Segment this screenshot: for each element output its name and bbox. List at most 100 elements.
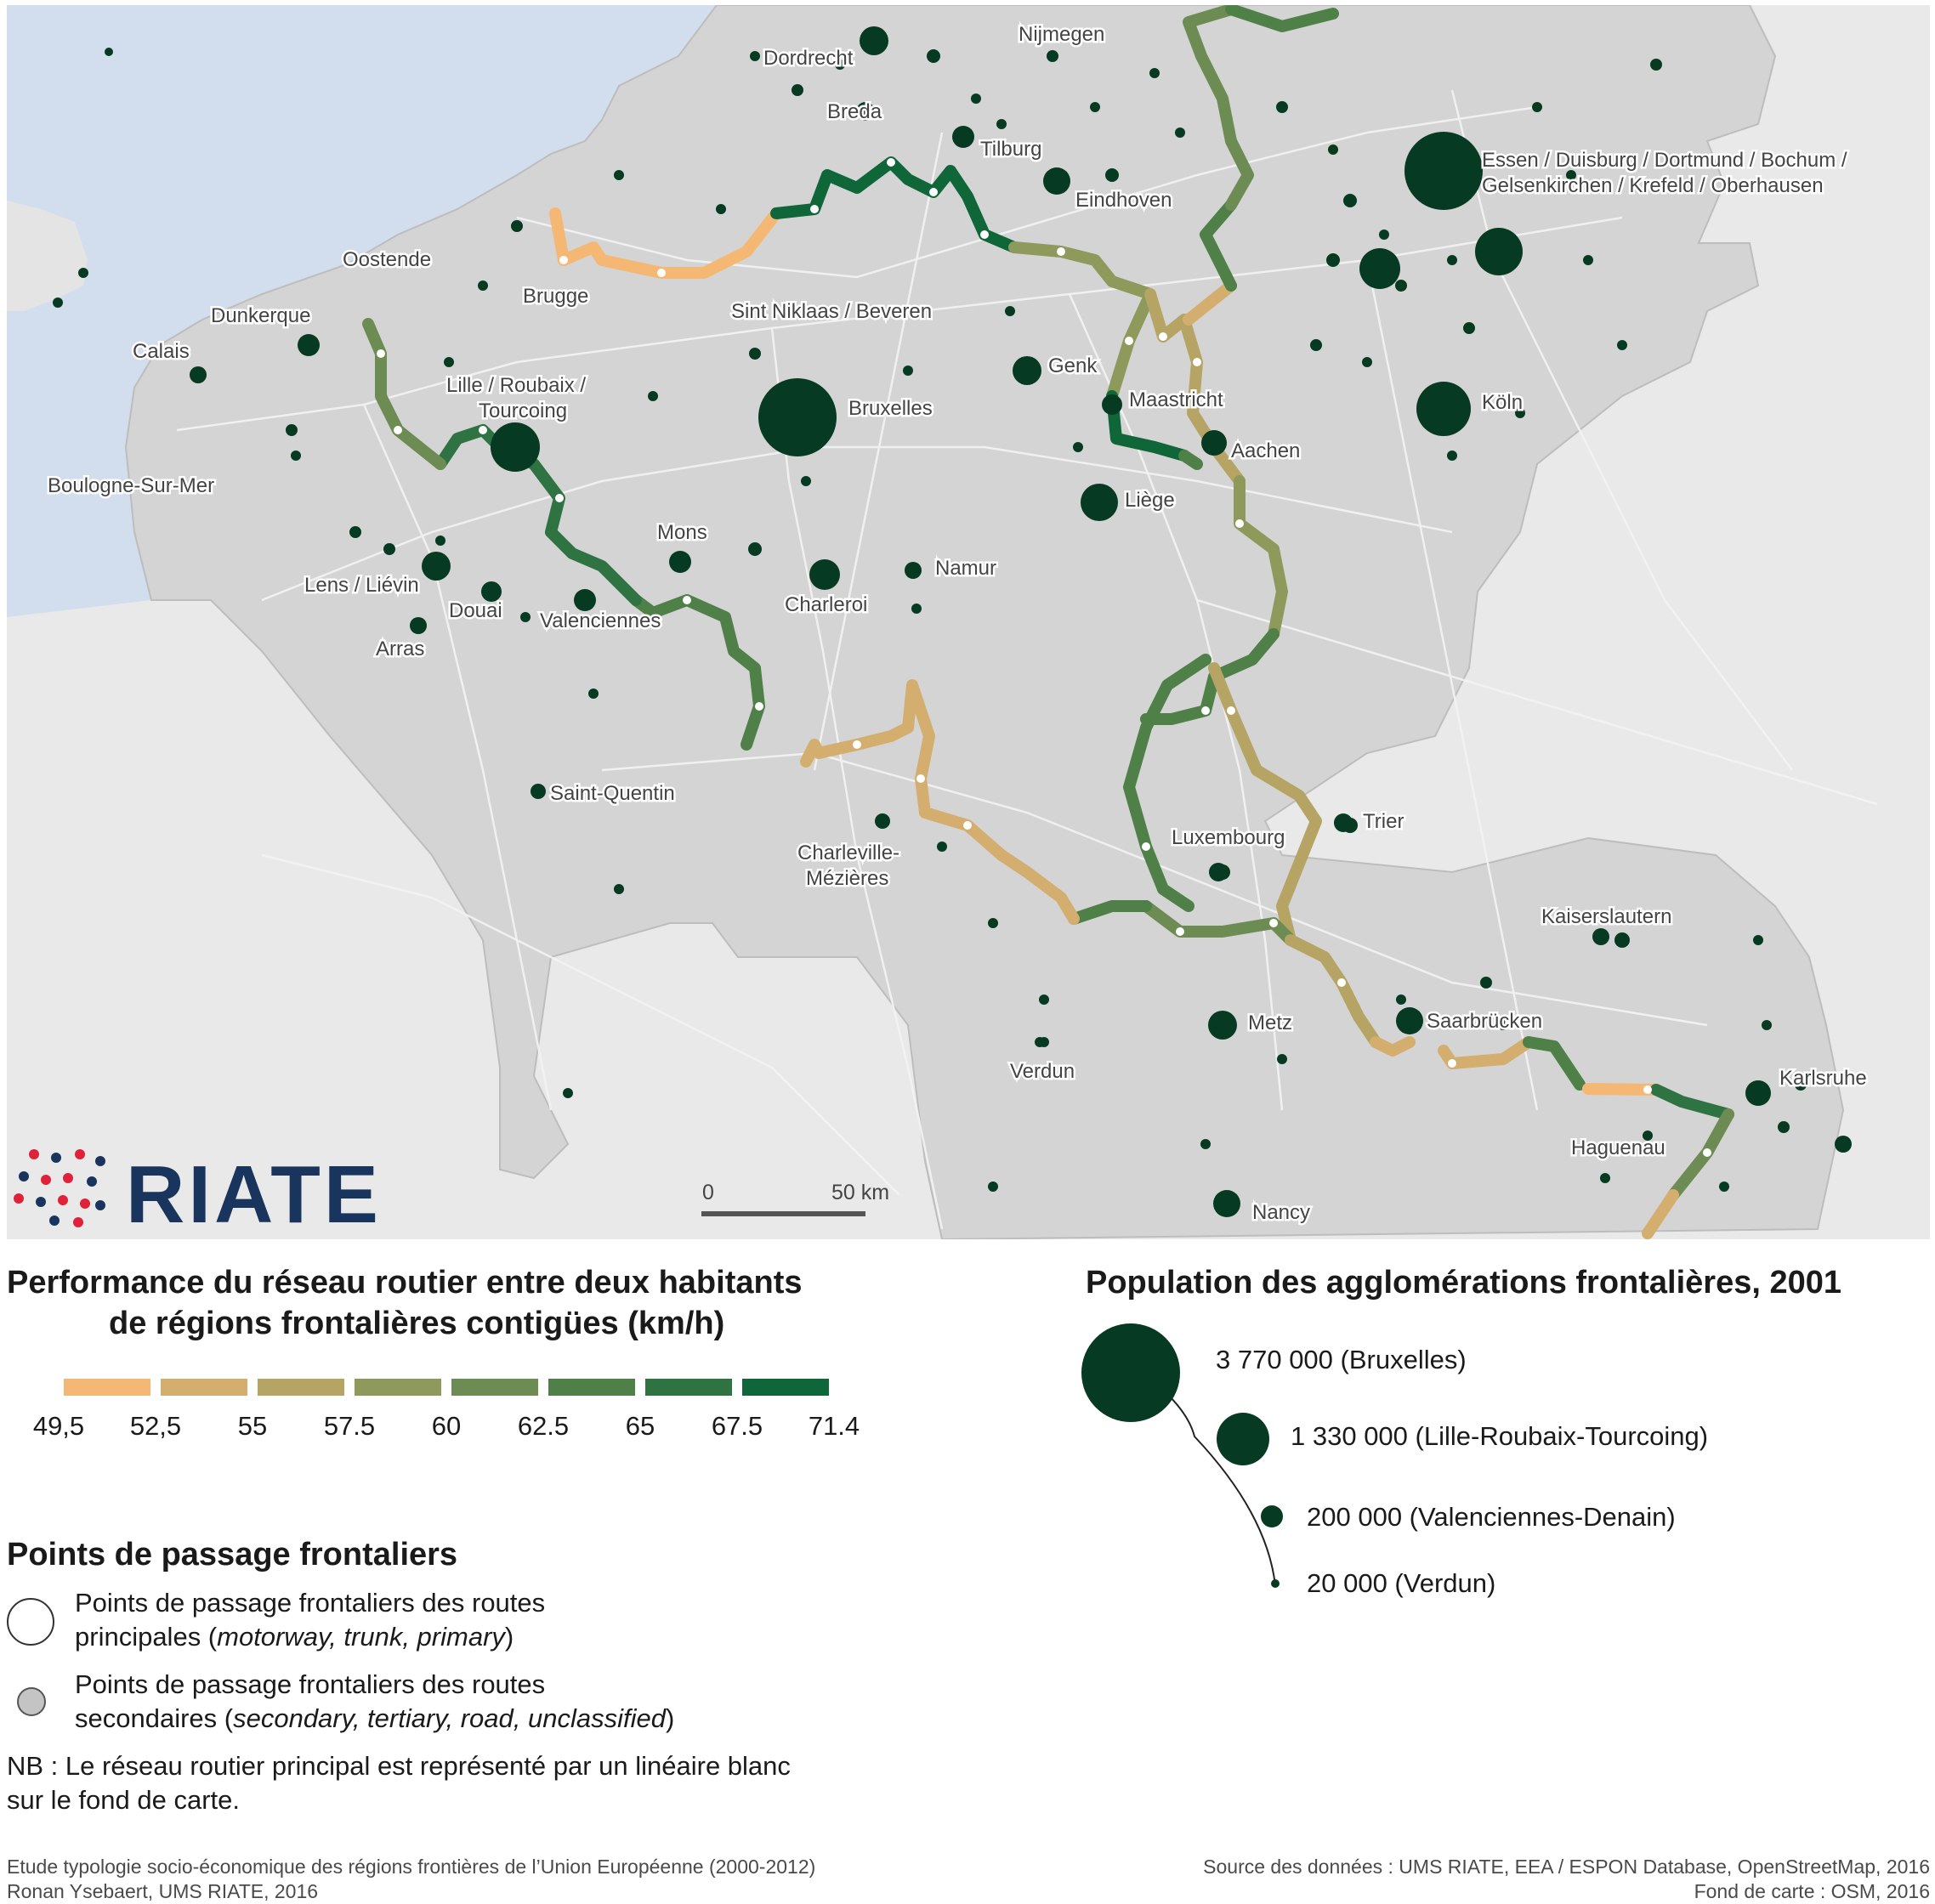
route-segment [1370, 1036, 1416, 1057]
performance-title-line1: Performance du réseau routier entre deux… [7, 1265, 803, 1300]
agglomeration-namur [905, 562, 922, 579]
city-label: Dunkerque [211, 304, 310, 327]
route-segment [434, 424, 642, 606]
city-label: Mons [657, 521, 707, 544]
city-label: Dordrecht [763, 47, 854, 70]
crossing-point [1201, 706, 1210, 715]
crossing-point [916, 774, 925, 783]
performance-tick-label: 49,5 [32, 1411, 85, 1441]
population-label-tiny: 20 000 (Verdun) [1307, 1568, 1496, 1598]
crossing-point [755, 702, 763, 711]
route-segment [1183, 5, 1254, 211]
population-symbols [1081, 1323, 1283, 1588]
crossing-point [479, 426, 487, 434]
footer-right: Source des données : UMS RIATE, EEA / ES… [1203, 1855, 1930, 1904]
agglomeration-nijmegen [860, 26, 888, 55]
city-label: Nijmegen [1019, 23, 1104, 46]
agglomeration-metz [1208, 1011, 1237, 1040]
city-label: Lille / Roubaix / [446, 374, 586, 397]
performance-color-segment [548, 1379, 635, 1396]
performance-tick-label: 62.5 [517, 1411, 570, 1441]
city-label: Calais [133, 340, 190, 363]
city-label: Tourcoing [479, 400, 567, 422]
performance-tick-label: 55 [237, 1411, 268, 1441]
route-segment [1642, 1189, 1679, 1239]
city-label: Trier [1363, 810, 1404, 833]
crossing-point [1125, 337, 1133, 345]
secondary-crossing-symbol [17, 1687, 46, 1716]
population-label-small: 200 000 (Valenciennes-Denain) [1307, 1502, 1676, 1532]
agglomeration-breda [856, 102, 875, 121]
agglomeration-duisburg [1359, 248, 1400, 289]
secondary-crossing-line1: Points de passage frontaliers des routes [75, 1669, 546, 1699]
agglomerations [190, 26, 1771, 1217]
nb-note-line2: sur le fond de carte. [7, 1785, 240, 1815]
performance-color-segment [161, 1379, 247, 1396]
crossing-point [980, 230, 989, 239]
city-label: Sint Niklaas / Beveren [731, 300, 932, 323]
scale-bar: 0 50 km [701, 1181, 889, 1216]
city-labels: Nijmegen Dordrecht Breda Tilburg Eindhov… [46, 21, 1870, 1227]
city-label: Genk [1048, 354, 1098, 377]
agglomeration-essen [1404, 132, 1483, 210]
performance-tick-label: 65 [625, 1411, 655, 1441]
performance-title-line2: de régions frontalières contigües (km/h) [109, 1306, 725, 1341]
city-label: Oostende [343, 248, 431, 271]
sea [7, 5, 717, 617]
crossing-point [1057, 247, 1065, 256]
route-segment [1178, 450, 1203, 470]
crossing-point [810, 205, 819, 213]
crossing-point [1703, 1148, 1711, 1157]
city-label: Metz [1248, 1012, 1292, 1034]
crossing-point [555, 494, 564, 502]
city-label: Aachen [1231, 439, 1300, 462]
crossing-point [394, 426, 402, 434]
route-segment [1438, 1036, 1535, 1069]
agglomeration-charleville [875, 813, 890, 829]
agglomeration-douai [481, 581, 502, 602]
population-symbol-large [1081, 1323, 1180, 1422]
map[interactable]: Nijmegen Dordrecht Breda Tilburg Eindhov… [7, 5, 1930, 1239]
crossing-point [929, 188, 938, 196]
crossing-point [1159, 332, 1167, 341]
crossing-point [683, 596, 691, 604]
main-crossing-line1: Points de passage frontaliers des routes [75, 1588, 546, 1618]
crossing-point [1142, 842, 1150, 851]
agglomeration-saarbrucken [1396, 1007, 1423, 1034]
city-label: Valenciennes [540, 609, 661, 632]
agglomeration-valenciennes [574, 589, 596, 611]
performance-tick-label: 67.5 [711, 1411, 763, 1441]
crossing-point [1193, 358, 1201, 366]
agglomeration-kaiserslautern [1592, 928, 1609, 945]
city-label: Eindhoven [1075, 189, 1172, 212]
main-crossing-line2: principales (motorway, trunk, primary) [75, 1622, 514, 1652]
crossing-point [1643, 1085, 1652, 1094]
city-label: Köln [1482, 391, 1523, 414]
nb-note-line1: NB : Le réseau routier principal est rep… [7, 1751, 791, 1781]
secondary-crossing-text: Points de passage frontaliers des routes… [75, 1668, 674, 1736]
agglomeration-bruxelles [758, 378, 837, 456]
population-label-large: 3 770 000 (Bruxelles) [1216, 1345, 1467, 1374]
city-label: Charleroi [785, 593, 867, 616]
route-segment [1140, 900, 1297, 946]
agglomeration-dunkerque [298, 334, 320, 356]
performance-color-segment [64, 1379, 150, 1396]
agglomeration-lens [422, 552, 451, 581]
nb-note: NB : Le réseau routier principal est rep… [7, 1749, 791, 1817]
performance-tick-label: 52,5 [129, 1411, 182, 1441]
route-segment [1068, 900, 1152, 925]
agglomeration-karlsruhe [1745, 1080, 1771, 1106]
performance-tick-label: 60 [431, 1411, 462, 1441]
city-label: Arras [376, 638, 424, 660]
performance-tick-label: 71.4 [808, 1411, 860, 1441]
population-symbol-medium [1217, 1413, 1269, 1465]
route-segment [1523, 1036, 1586, 1091]
riate-logo: RIATE [7, 1136, 466, 1239]
route-segment [630, 594, 765, 751]
city-label: Charleville- [797, 842, 899, 864]
main-crossing-symbol [7, 1598, 54, 1646]
city-label: Saarbrücken [1427, 1010, 1542, 1033]
crossing-point [1227, 706, 1235, 715]
crossing-point [887, 158, 895, 167]
footer-author: Ronan Ysebaert, UMS RIATE, 2016 [7, 1880, 319, 1902]
